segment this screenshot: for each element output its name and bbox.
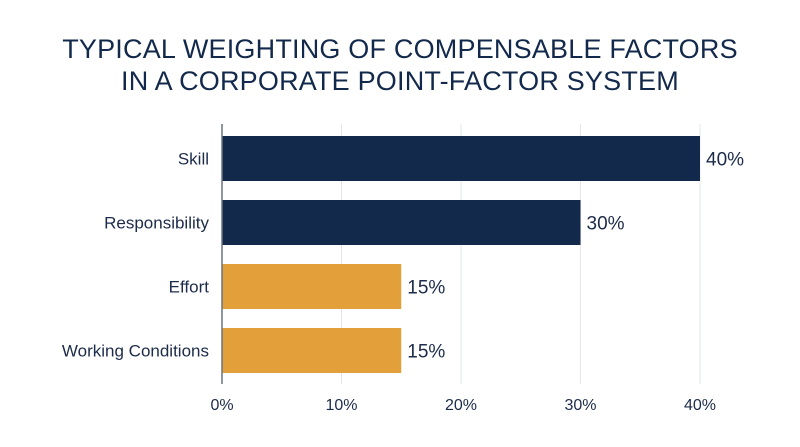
bar xyxy=(222,136,700,181)
value-label: 40% xyxy=(706,150,744,171)
x-tick-label: 20% xyxy=(445,397,477,414)
category-label: Skill xyxy=(178,150,209,169)
category-label: Effort xyxy=(169,278,210,297)
bar xyxy=(222,200,581,245)
bar xyxy=(222,264,402,309)
chart-title-line-2: IN A CORPORATE POINT-FACTOR SYSTEM xyxy=(121,66,679,96)
value-label: 30% xyxy=(587,214,625,235)
chart-title-line-1: TYPICAL WEIGHTING OF COMPENSABLE FACTORS xyxy=(62,34,738,64)
value-label: 15% xyxy=(407,342,445,363)
category-label: Working Conditions xyxy=(62,342,209,361)
x-tick-label: 30% xyxy=(564,397,596,414)
category-label: Responsibility xyxy=(104,214,209,233)
x-tick-label: 40% xyxy=(684,397,716,414)
x-tick-label: 10% xyxy=(325,397,357,414)
value-label: 15% xyxy=(407,278,445,299)
x-tick-label: 0% xyxy=(210,397,233,414)
bar xyxy=(222,328,402,373)
